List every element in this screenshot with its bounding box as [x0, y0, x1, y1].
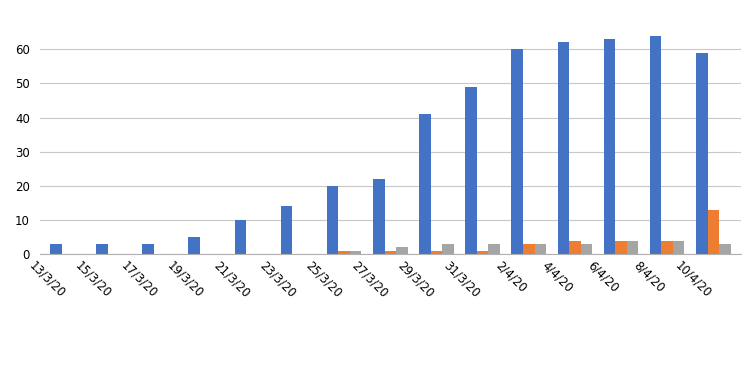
Bar: [339, 251, 350, 254]
Bar: [627, 240, 638, 254]
Bar: [604, 39, 615, 254]
Bar: [581, 244, 592, 254]
Bar: [719, 244, 730, 254]
Bar: [465, 87, 477, 254]
Bar: [708, 210, 719, 254]
Bar: [280, 206, 293, 254]
Bar: [442, 244, 454, 254]
Bar: [142, 244, 153, 254]
Bar: [396, 248, 407, 254]
Bar: [673, 240, 684, 254]
Bar: [534, 244, 546, 254]
Bar: [615, 240, 627, 254]
Bar: [419, 114, 431, 254]
Bar: [477, 251, 488, 254]
Bar: [385, 251, 396, 254]
Bar: [511, 49, 523, 254]
Bar: [569, 240, 581, 254]
Bar: [431, 251, 442, 254]
Bar: [327, 186, 339, 254]
Bar: [650, 36, 662, 254]
Bar: [350, 251, 361, 254]
Bar: [662, 240, 673, 254]
Bar: [488, 244, 500, 254]
Bar: [96, 244, 107, 254]
Bar: [188, 237, 200, 254]
Bar: [696, 53, 708, 254]
Bar: [373, 179, 385, 254]
Bar: [523, 244, 534, 254]
Bar: [558, 42, 569, 254]
Bar: [50, 244, 61, 254]
Bar: [234, 220, 246, 254]
